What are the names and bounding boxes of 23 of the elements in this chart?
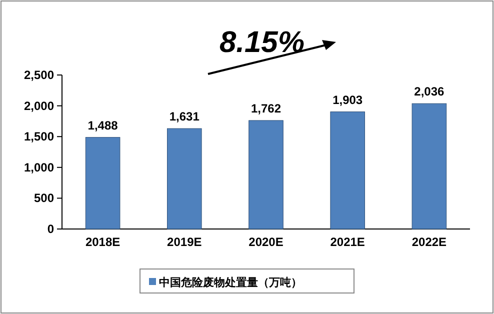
data-label: 1,762 bbox=[250, 101, 282, 116]
bar bbox=[248, 120, 284, 230]
data-label: 1,631 bbox=[169, 110, 200, 124]
y-tick-label: 500 bbox=[34, 191, 54, 206]
y-tick-label: 1,000 bbox=[24, 160, 54, 174]
text: 8.15% bbox=[219, 26, 305, 59]
bar bbox=[412, 103, 447, 230]
y-tick-label: 0 bbox=[47, 222, 54, 236]
y-tick-label: 2,000 bbox=[24, 98, 54, 113]
x-tick-label: 2020E bbox=[248, 235, 284, 249]
x-tick-label: 2019E bbox=[167, 235, 202, 249]
y-tick-label: 1,500 bbox=[24, 130, 54, 144]
bar bbox=[85, 137, 120, 230]
data-label: 1,903 bbox=[332, 92, 363, 107]
bar bbox=[167, 128, 202, 230]
data-label: 2,036 bbox=[414, 84, 445, 99]
data-label: 1,488 bbox=[88, 118, 118, 132]
legend-label: 中国危险废物处置量（万吨） bbox=[159, 276, 302, 289]
x-tick-label: 2018E bbox=[85, 235, 120, 249]
x-tick-label: 2022E bbox=[412, 235, 447, 249]
y-tick-label: 2,500 bbox=[24, 68, 54, 82]
bar bbox=[330, 112, 365, 230]
x-tick-label: 2021E bbox=[330, 235, 365, 249]
